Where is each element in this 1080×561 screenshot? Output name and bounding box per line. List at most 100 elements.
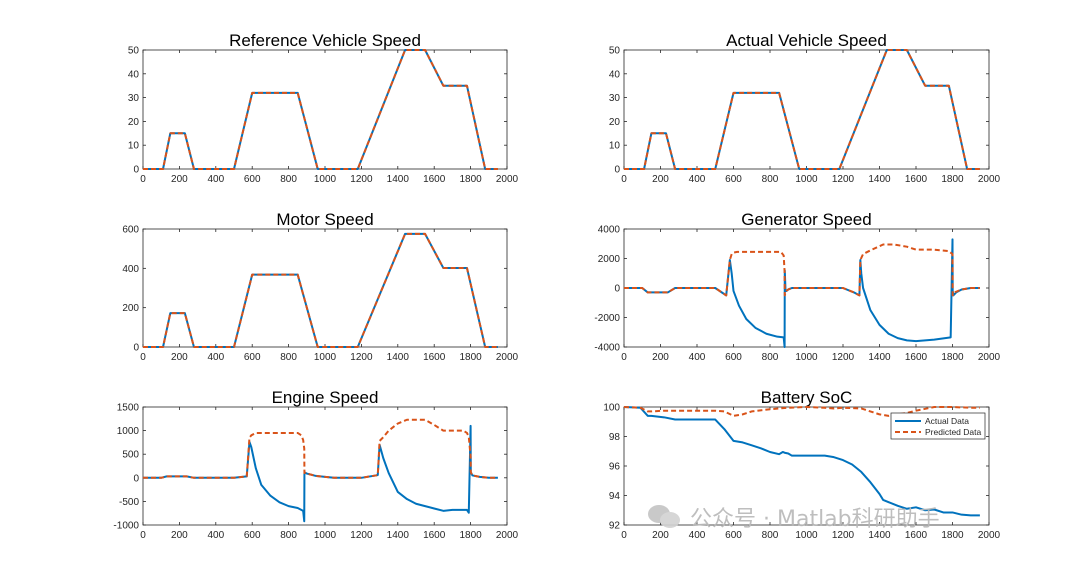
actual-vehicle-speed-x-tick-label: 800: [762, 174, 779, 185]
actual-vehicle-speed-x-tick-label: 0: [621, 174, 627, 185]
actual-vehicle-speed-x-tick-label: 600: [725, 174, 742, 185]
motor-speed-plot-area: [142, 228, 508, 348]
engine-speed-x-tick-label: 400: [207, 530, 224, 541]
motor-speed-x-tick-label: 200: [171, 352, 188, 363]
actual-vehicle-speed-y-tick-label: 10: [609, 141, 621, 152]
motor-speed-x-tick-label: 1200: [350, 352, 373, 363]
reference-vehicle-speed-y-tick-label: 0: [133, 165, 139, 176]
reference-vehicle-speed-x-tick-label: 800: [280, 174, 297, 185]
generator-speed-x-tick-label: 800: [762, 352, 779, 363]
motor-speed-x-tick-label: 800: [280, 352, 297, 363]
engine-speed-x-tick-label: 600: [244, 530, 261, 541]
generator-speed-x-tick-label: 400: [689, 352, 706, 363]
generator-speed-chart: Generator Speed 0 200 400 600 800 1000 1200 1400…: [594, 210, 1000, 363]
engine-speed-x-tick-label: 200: [171, 530, 188, 541]
generator-speed-x-tick-label: 1400: [868, 352, 891, 363]
battery-soc-predicted-data-line: [624, 406, 980, 417]
reference-vehicle-speed-actual-data-line: [143, 49, 498, 170]
actual-vehicle-speed-title: Actual Vehicle Speed: [726, 31, 887, 50]
motor-speed-x-tick-label: 1400: [387, 352, 410, 363]
generator-speed-title: Generator Speed: [741, 210, 871, 229]
generator-speed-x-tick-label: 1000: [795, 352, 818, 363]
battery-soc-x-tick-label: 1200: [832, 530, 855, 541]
reference-vehicle-speed-x-tick-label: 1600: [423, 174, 446, 185]
motor-speed-y-tick-label: 200: [122, 303, 139, 314]
generator-speed-x-tick-label: 600: [725, 352, 742, 363]
legend-label-actual-data: Actual Data: [925, 416, 969, 426]
battery-soc-x-tick-label: 600: [725, 530, 742, 541]
watermark: 公众号 · Matlab科研助手: [648, 500, 940, 534]
generator-speed-y-tick-label: -2000: [594, 313, 620, 324]
battery-soc-x-tick-label: 1000: [795, 530, 818, 541]
generator-speed-x-tick-label: 200: [652, 352, 669, 363]
generator-speed-y-tick-label: 2000: [598, 254, 621, 265]
actual-vehicle-speed-x-tick-label: 1400: [868, 174, 891, 185]
engine-speed-y-tick-label: -1000: [113, 521, 139, 532]
engine-speed-x-tick-label: 1200: [350, 530, 373, 541]
battery-soc-x-tick-label: 2000: [978, 530, 1001, 541]
engine-speed-y-tick-label: 1500: [117, 403, 140, 414]
engine-speed-y-tick-label: 1000: [117, 426, 140, 437]
generator-speed-y-tick-label: 4000: [598, 225, 621, 236]
actual-vehicle-speed-x-tick-label: 1800: [941, 174, 964, 185]
reference-vehicle-speed-x-tick-label: 1800: [459, 174, 482, 185]
actual-vehicle-speed-x-tick-label: 1600: [905, 174, 928, 185]
reference-vehicle-speed-x-tick-label: 0: [140, 174, 146, 185]
watermark-text: 公众号 · Matlab科研助手: [690, 507, 940, 532]
engine-speed-chart: Engine Speed 0 200 400 600 800 1000 1200 1400 160…: [113, 388, 518, 541]
motor-speed-x-tick-label: 600: [244, 352, 261, 363]
reference-vehicle-speed-x-tick-label: 400: [207, 174, 224, 185]
battery-soc-y-tick-label: 100: [603, 403, 620, 414]
engine-speed-x-tick-label: 1000: [314, 530, 337, 541]
motor-speed-title: Motor Speed: [276, 210, 373, 229]
motor-speed-x-tick-label: 1000: [314, 352, 337, 363]
reference-vehicle-speed-y-tick-label: 40: [128, 69, 140, 80]
reference-vehicle-speed-y-tick-label: 30: [128, 93, 140, 104]
engine-speed-x-tick-label: 1600: [423, 530, 446, 541]
motor-speed-x-tick-label: 1800: [459, 352, 482, 363]
legend-label-predicted-data: Predicted Data: [925, 427, 981, 437]
motor-speed-x-tick-label: 400: [207, 352, 224, 363]
battery-soc-x-tick-label: 400: [689, 530, 706, 541]
reference-vehicle-speed-x-tick-label: 1400: [387, 174, 410, 185]
reference-vehicle-speed-y-tick-label: 10: [128, 141, 140, 152]
engine-speed-x-tick-label: 1800: [459, 530, 482, 541]
battery-soc-x-tick-label: 1600: [905, 530, 928, 541]
engine-speed-plot-area: [142, 406, 508, 526]
generator-speed-predicted-data-line: [624, 243, 980, 297]
actual-vehicle-speed-x-tick-label: 200: [652, 174, 669, 185]
generator-speed-x-tick-label: 1600: [905, 352, 928, 363]
battery-soc-x-tick-label: 0: [621, 530, 627, 541]
reference-vehicle-speed-x-tick-label: 2000: [496, 174, 519, 185]
battery-soc-y-tick-label: 94: [609, 491, 621, 502]
engine-speed-title: Engine Speed: [272, 388, 379, 407]
actual-vehicle-speed-y-tick-label: 0: [614, 165, 620, 176]
reference-vehicle-speed-plot-area: [142, 49, 508, 170]
engine-speed-y-tick-label: 0: [133, 473, 139, 484]
generator-speed-x-tick-label: 2000: [978, 352, 1001, 363]
motor-speed-x-tick-label: 1600: [423, 352, 446, 363]
actual-vehicle-speed-x-tick-label: 400: [689, 174, 706, 185]
motor-speed-y-tick-label: 600: [122, 225, 139, 236]
generator-speed-y-tick-label: 0: [614, 284, 620, 295]
battery-soc-y-tick-label: 96: [609, 462, 621, 473]
engine-speed-x-tick-label: 800: [280, 530, 297, 541]
engine-speed-predicted-data-line: [143, 418, 498, 479]
motor-speed-y-tick-label: 400: [122, 264, 139, 275]
reference-vehicle-speed-y-tick-label: 50: [128, 46, 140, 57]
actual-vehicle-speed-y-tick-label: 30: [609, 93, 621, 104]
battery-soc-title: Battery SoC: [761, 388, 853, 407]
engine-speed-x-tick-label: 0: [140, 530, 146, 541]
battery-soc-chart: Battery SoC 0 200 400 600 800 1000 1200 1400 1600…: [603, 388, 1000, 541]
actual-vehicle-speed-x-tick-label: 1000: [795, 174, 818, 185]
generator-speed-x-tick-label: 1800: [941, 352, 964, 363]
reference-vehicle-speed-y-tick-label: 20: [128, 117, 140, 128]
engine-speed-x-tick-label: 2000: [496, 530, 519, 541]
reference-vehicle-speed-x-tick-label: 1000: [314, 174, 337, 185]
motor-speed-x-tick-label: 0: [140, 352, 146, 363]
motor-speed-predicted-data-line: [143, 232, 498, 348]
